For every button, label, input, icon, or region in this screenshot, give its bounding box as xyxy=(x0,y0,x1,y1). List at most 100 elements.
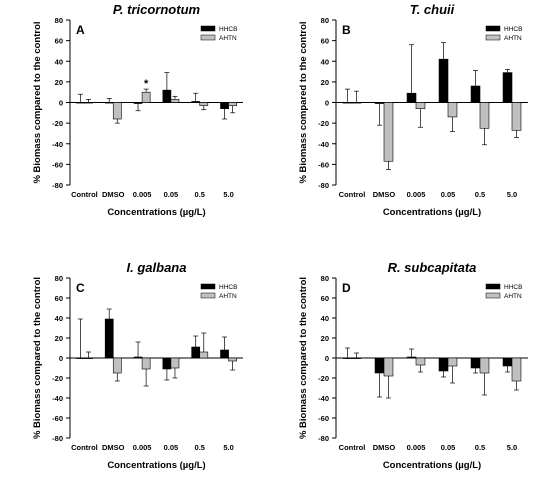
bar-ahtn xyxy=(170,357,180,369)
y-tick-label: -80 xyxy=(318,434,329,443)
bar-hhcb xyxy=(438,58,449,103)
x-tick-label: 0.005 xyxy=(407,190,426,199)
bar-hhcb xyxy=(133,356,143,359)
y-axis-label: % Biomass compared to the control xyxy=(32,277,43,439)
x-tick-label: 0.5 xyxy=(475,443,485,452)
legend-swatch-hhcb xyxy=(200,25,216,32)
y-tick-label: -40 xyxy=(318,394,329,403)
x-axis-label: Concentrations (µg/L) xyxy=(383,460,481,471)
x-tick-label: DMSO xyxy=(102,190,125,199)
x-tick-label: 0.05 xyxy=(164,190,179,199)
bar-ahtn xyxy=(383,102,394,162)
y-tick-label: -80 xyxy=(52,181,63,190)
x-tick-label: 0.005 xyxy=(133,190,152,199)
x-tick-label: 0.005 xyxy=(407,443,426,452)
x-tick-label: 5.0 xyxy=(223,190,233,199)
y-tick-label: 40 xyxy=(55,57,63,66)
legend-label: AHTN xyxy=(504,35,522,42)
bar-hhcb xyxy=(104,102,114,104)
legend-swatch-ahtn xyxy=(485,292,501,299)
legend-swatch-hhcb xyxy=(485,25,501,32)
bar-ahtn xyxy=(170,99,180,103)
x-tick-label: Control xyxy=(339,443,366,452)
bar-ahtn xyxy=(84,102,93,104)
bar-ahtn xyxy=(511,102,522,131)
y-tick-label: 20 xyxy=(321,334,329,343)
x-tick-label: 0.05 xyxy=(164,443,179,452)
bar-ahtn xyxy=(415,102,426,109)
x-tick-label: DMSO xyxy=(102,443,125,452)
y-tick-label: -40 xyxy=(52,140,63,149)
x-tick-label: 0.005 xyxy=(133,443,152,452)
y-tick-label: -60 xyxy=(52,414,63,423)
bar-ahtn xyxy=(351,357,362,359)
bar-hhcb xyxy=(162,357,172,370)
y-tick-label: 0 xyxy=(325,99,329,108)
bar-ahtn xyxy=(199,102,209,106)
x-tick-label: 0.5 xyxy=(475,190,485,199)
x-tick-label: DMSO xyxy=(373,443,396,452)
x-tick-label: 5.0 xyxy=(507,190,517,199)
y-axis-label: % Biomass compared to the control xyxy=(298,21,309,183)
bar-hhcb xyxy=(220,349,229,359)
y-tick-label: 0 xyxy=(325,354,329,363)
legend-label: HHCB xyxy=(504,284,522,291)
chart-panel-D: R. subcapitata D -80 -60 -40 -20 0 20 40 60 80 % Bi… xyxy=(298,260,528,471)
y-tick-label: 60 xyxy=(321,37,329,46)
y-tick-label: 80 xyxy=(321,16,329,25)
bar-hhcb xyxy=(374,357,385,374)
y-tick-label: 60 xyxy=(55,37,63,46)
x-tick-label: Control xyxy=(71,190,98,199)
x-tick-label: Control xyxy=(339,190,366,199)
y-tick-label: -60 xyxy=(318,414,329,423)
bar-hhcb xyxy=(191,346,201,359)
y-tick-label: -20 xyxy=(52,374,63,383)
bar-ahtn xyxy=(447,357,458,367)
y-tick-label: -80 xyxy=(52,434,63,443)
bar-ahtn xyxy=(447,102,458,118)
x-tick-label: Control xyxy=(71,443,98,452)
y-tick-label: 20 xyxy=(321,78,329,87)
x-tick-label: 5.0 xyxy=(507,443,517,452)
panel-letter: D xyxy=(342,281,351,295)
x-tick-label: 0.5 xyxy=(195,190,205,199)
bar-hhcb xyxy=(342,357,353,359)
legend-swatch-ahtn xyxy=(485,34,501,41)
bar-ahtn xyxy=(511,357,522,382)
y-axis-label: % Biomass compared to the control xyxy=(298,277,309,439)
y-tick-label: 40 xyxy=(55,314,63,323)
x-tick-label: 0.5 xyxy=(195,443,205,452)
chart-title: T. chuii xyxy=(410,2,455,17)
y-tick-label: 20 xyxy=(55,334,63,343)
y-tick-label: -40 xyxy=(52,394,63,403)
y-tick-label: 0 xyxy=(59,99,63,108)
chart-panel-B: T. chuii B -80 -60 -40 -20 0 20 40 60 80 % Biomass … xyxy=(298,2,528,218)
legend-swatch-hhcb xyxy=(200,283,216,290)
bar-hhcb xyxy=(470,357,481,369)
y-tick-label: -20 xyxy=(52,119,63,128)
chart-title: R. subcapitata xyxy=(388,260,477,275)
x-tick-label: 0.05 xyxy=(441,190,456,199)
y-tick-label: 80 xyxy=(55,274,63,283)
bar-hhcb xyxy=(104,318,114,359)
bar-ahtn xyxy=(141,91,151,103)
bar-hhcb xyxy=(76,102,85,104)
y-tick-label: -40 xyxy=(318,140,329,149)
y-tick-label: 40 xyxy=(321,57,329,66)
bar-hhcb xyxy=(502,357,513,367)
legend-swatch-ahtn xyxy=(200,34,216,41)
bar-ahtn xyxy=(199,351,209,359)
bar-ahtn xyxy=(351,102,362,104)
bar-ahtn xyxy=(228,357,237,362)
chart-title: P. tricornotum xyxy=(113,2,201,17)
y-tick-label: -60 xyxy=(318,160,329,169)
bar-hhcb xyxy=(162,89,172,103)
bar-hhcb xyxy=(502,72,513,103)
legend-label: AHTN xyxy=(219,293,237,300)
y-tick-label: 80 xyxy=(55,16,63,25)
legend-swatch-hhcb xyxy=(485,283,501,290)
legend-label: HHCB xyxy=(219,284,237,291)
y-tick-label: 20 xyxy=(55,78,63,87)
bar-ahtn xyxy=(479,102,490,129)
